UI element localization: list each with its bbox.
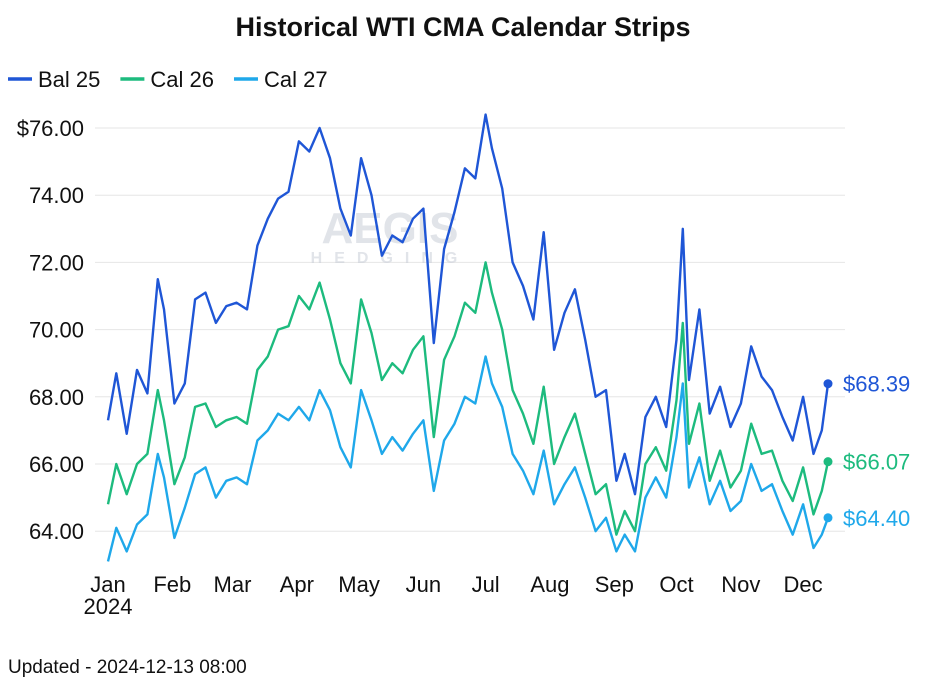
end-marker-cal-26	[823, 457, 833, 467]
end-marker-cal-27	[823, 513, 833, 523]
legend-label: Cal 26	[150, 67, 214, 92]
legend: Bal 25 Cal 26 Cal 27	[8, 67, 328, 92]
x-tick-label-may: May	[338, 572, 380, 597]
y-tick-label-6: $76.00	[17, 116, 84, 141]
watermark-logo: AEGIS HEDGING	[311, 204, 470, 267]
watermark-line1: AEGIS	[322, 204, 459, 253]
y-tick-label-0: 64.00	[29, 519, 84, 544]
x-tick-label-apr: Apr	[280, 572, 314, 597]
y-tick-label-2: 68.00	[29, 385, 84, 410]
end-label-cal-26: $66.07	[843, 450, 910, 475]
x-tick-label-oct: Oct	[659, 572, 693, 597]
legend-item-cal-27: Cal 27	[233, 67, 328, 92]
y-axis-ticks: 64.00 66.00 68.00 70.00 72.00 74.00 $76.00	[17, 116, 84, 544]
x-tick-label-jun: Jun	[406, 572, 441, 597]
updated-timestamp: Updated - 2024-12-13 08:00	[8, 657, 247, 678]
gridlines	[95, 127, 845, 532]
x-tick-label-nov: Nov	[721, 572, 760, 597]
y-tick-label-1: 66.00	[29, 452, 84, 477]
series-line-cal-27	[106, 355, 830, 562]
legend-label: Cal 27	[264, 67, 328, 92]
series-line-cal-26	[106, 261, 830, 536]
chart-title: Historical WTI CMA Calendar Strips	[235, 12, 690, 42]
legend-label: Bal 25	[38, 67, 100, 92]
x-tick-label-jul: Jul	[472, 572, 500, 597]
end-marker-bal-25	[823, 379, 833, 389]
x-tick-label-jan: Jan	[90, 572, 125, 597]
series-group	[106, 113, 830, 562]
legend-item-cal-26: Cal 26	[120, 67, 214, 92]
x-tick-label-aug: Aug	[530, 572, 569, 597]
legend-item-bal-25: Bal 25	[8, 67, 100, 92]
end-label-bal-25: $68.39	[843, 372, 910, 397]
x-tick-label-mar: Mar	[214, 572, 252, 597]
x-tick-label-dec: Dec	[784, 572, 823, 597]
end-label-cal-27: $64.40	[843, 506, 910, 531]
y-tick-label-5: 74.00	[29, 183, 84, 208]
y-tick-label-4: 72.00	[29, 250, 84, 275]
x-tick-label-sep: Sep	[595, 572, 634, 597]
x-tick-label-feb: Feb	[153, 572, 191, 597]
watermark-line2: HEDGING	[311, 250, 470, 267]
x-tick-year-label: 2024	[84, 594, 133, 619]
end-labels: $68.39 $66.07 $64.40	[823, 372, 910, 531]
y-tick-label-3: 70.00	[29, 318, 84, 343]
series-line-bal-25	[106, 113, 830, 496]
